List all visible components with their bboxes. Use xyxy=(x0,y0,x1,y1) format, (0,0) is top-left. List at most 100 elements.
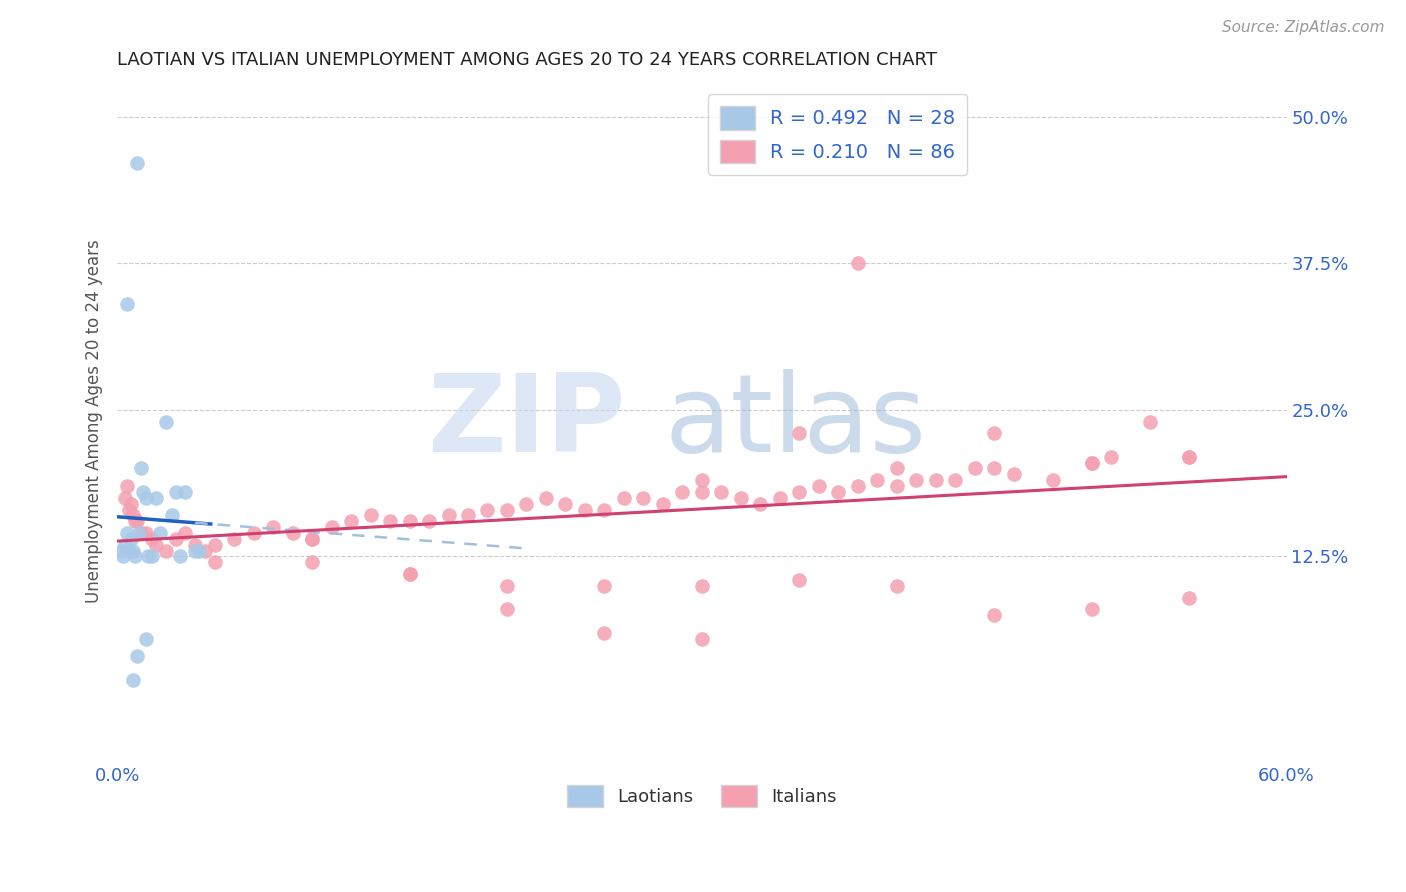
Point xyxy=(593,502,616,516)
Point xyxy=(983,461,1005,475)
Point xyxy=(554,497,576,511)
Point xyxy=(437,508,460,523)
Point xyxy=(1139,415,1161,429)
Point xyxy=(534,491,557,505)
Point xyxy=(1042,473,1064,487)
Point xyxy=(145,538,167,552)
Point xyxy=(593,579,616,593)
Point xyxy=(115,526,138,541)
Point xyxy=(124,514,146,528)
Point xyxy=(710,485,733,500)
Point xyxy=(301,532,323,546)
Point xyxy=(613,491,636,505)
Point xyxy=(398,567,420,582)
Point xyxy=(690,579,713,593)
Point xyxy=(118,502,141,516)
Point xyxy=(1178,450,1201,464)
Point xyxy=(496,579,519,593)
Point xyxy=(477,502,499,516)
Text: ZIP: ZIP xyxy=(427,368,626,475)
Point xyxy=(155,415,177,429)
Point xyxy=(1099,450,1122,464)
Point xyxy=(110,543,132,558)
Point xyxy=(789,573,811,587)
Point xyxy=(262,520,284,534)
Point xyxy=(165,485,187,500)
Point xyxy=(671,485,693,500)
Point xyxy=(115,479,138,493)
Point xyxy=(118,543,141,558)
Point xyxy=(827,485,849,500)
Point xyxy=(204,538,226,552)
Point xyxy=(135,526,157,541)
Point xyxy=(204,555,226,569)
Point xyxy=(129,461,152,475)
Point xyxy=(125,156,148,170)
Point xyxy=(457,508,479,523)
Point xyxy=(496,602,519,616)
Text: LAOTIAN VS ITALIAN UNEMPLOYMENT AMONG AGES 20 TO 24 YEARS CORRELATION CHART: LAOTIAN VS ITALIAN UNEMPLOYMENT AMONG AG… xyxy=(117,51,936,69)
Point xyxy=(115,297,138,311)
Point xyxy=(135,491,157,505)
Point xyxy=(340,514,363,528)
Point xyxy=(769,491,792,505)
Point xyxy=(651,497,673,511)
Point xyxy=(160,508,183,523)
Point xyxy=(593,625,616,640)
Point xyxy=(1080,456,1102,470)
Point xyxy=(730,491,752,505)
Point xyxy=(145,491,167,505)
Point xyxy=(194,543,217,558)
Point xyxy=(149,526,172,541)
Point xyxy=(690,485,713,500)
Point xyxy=(121,543,143,558)
Point xyxy=(886,461,908,475)
Point xyxy=(174,526,197,541)
Point xyxy=(114,491,136,505)
Point xyxy=(138,549,160,564)
Point xyxy=(925,473,948,487)
Point xyxy=(983,608,1005,623)
Point xyxy=(574,502,596,516)
Point xyxy=(242,526,264,541)
Point xyxy=(983,426,1005,441)
Point xyxy=(141,549,163,564)
Point xyxy=(121,508,143,523)
Point xyxy=(125,649,148,664)
Point xyxy=(963,461,986,475)
Point xyxy=(1080,602,1102,616)
Point xyxy=(633,491,655,505)
Point xyxy=(112,549,135,564)
Point xyxy=(1178,591,1201,605)
Point xyxy=(807,479,830,493)
Point xyxy=(690,473,713,487)
Point xyxy=(1080,456,1102,470)
Point xyxy=(131,485,153,500)
Point xyxy=(749,497,772,511)
Point xyxy=(165,532,187,546)
Point xyxy=(174,485,197,500)
Point xyxy=(125,514,148,528)
Point xyxy=(846,256,869,270)
Point xyxy=(496,502,519,516)
Point xyxy=(188,543,211,558)
Point xyxy=(321,520,343,534)
Point xyxy=(1002,467,1025,482)
Point xyxy=(224,532,246,546)
Point xyxy=(135,632,157,646)
Point xyxy=(360,508,382,523)
Point xyxy=(515,497,537,511)
Point xyxy=(943,473,966,487)
Text: atlas: atlas xyxy=(665,368,927,475)
Point xyxy=(124,549,146,564)
Legend: Laotians, Italians: Laotians, Italians xyxy=(560,778,844,814)
Point xyxy=(886,579,908,593)
Point xyxy=(129,526,152,541)
Point xyxy=(418,514,440,528)
Point xyxy=(281,526,304,541)
Point xyxy=(789,426,811,441)
Point xyxy=(905,473,928,487)
Point xyxy=(301,555,323,569)
Y-axis label: Unemployment Among Ages 20 to 24 years: Unemployment Among Ages 20 to 24 years xyxy=(86,240,103,603)
Point xyxy=(398,567,420,582)
